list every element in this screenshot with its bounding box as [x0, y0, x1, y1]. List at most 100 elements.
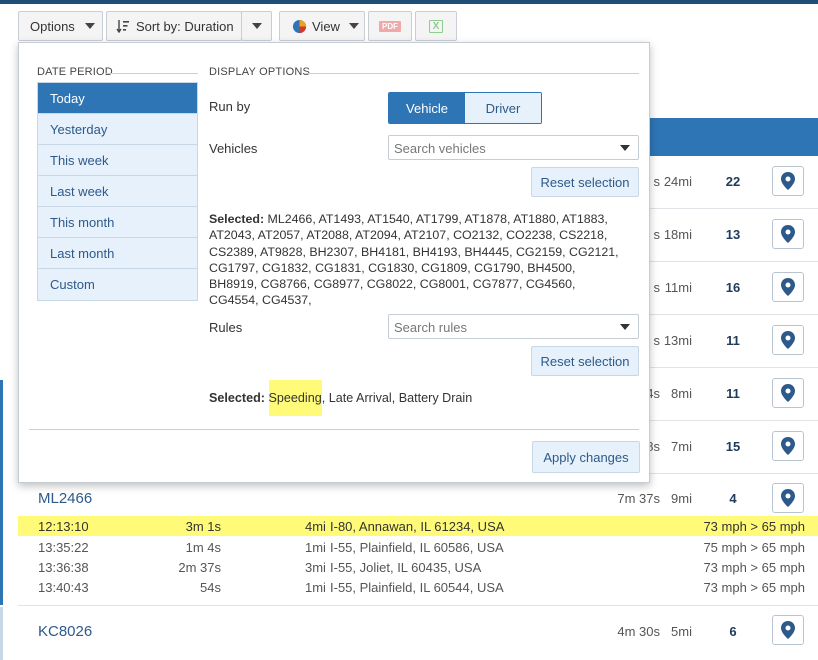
event-duration: 2m 37s — [178, 560, 221, 575]
map-pin-icon — [781, 331, 795, 349]
event-distance: 1mi — [305, 540, 326, 555]
sort-dropdown-button[interactable] — [241, 11, 272, 41]
run-by-driver[interactable]: Driver — [465, 93, 541, 123]
options-panel: DATE PERIOD Today Yesterday This week La… — [18, 42, 650, 483]
event-row[interactable]: 13:36:38 2m 37s 3mi I-55, Joliet, IL 604… — [18, 557, 818, 577]
period-custom[interactable]: Custom — [38, 269, 197, 300]
row-distance: 11mi — [664, 280, 692, 295]
row-distance: 9mi — [671, 491, 692, 506]
chevron-down-icon — [84, 23, 95, 29]
vehicle-name[interactable]: KC8026 — [38, 623, 93, 640]
row-count: 13 — [725, 227, 741, 242]
vehicle-name[interactable]: ML2466 — [38, 490, 93, 507]
event-duration: 3m 1s — [185, 519, 221, 534]
excel-export-button[interactable]: X — [415, 11, 457, 41]
row-duration: s — [653, 333, 661, 348]
map-pin-icon — [781, 278, 795, 296]
event-row-highlighted[interactable]: 12:13:10 3m 1s 4mi I-80, Annawan, IL 612… — [18, 516, 818, 536]
run-by-toggle: Vehicle Driver — [388, 92, 542, 124]
row-distance: 18mi — [663, 227, 692, 242]
period-this-week[interactable]: This week — [38, 145, 197, 176]
selected-rule-speeding: Speeding — [268, 380, 322, 416]
period-yesterday[interactable]: Yesterday — [38, 114, 197, 145]
row-duration: s — [653, 227, 661, 242]
apply-changes-button[interactable]: Apply changes — [532, 441, 640, 473]
period-last-month[interactable]: Last month — [38, 238, 197, 269]
pie-chart-icon — [292, 19, 307, 33]
vehicles-search-select[interactable]: Search vehicles — [388, 135, 639, 160]
event-location: I-55, Joliet, IL 60435, USA — [330, 560, 482, 575]
map-pin-button[interactable] — [772, 615, 804, 645]
sort-label: Sort by: Duration — [136, 18, 234, 34]
map-pin-icon — [781, 225, 795, 243]
selected-label: Selected: — [209, 212, 265, 226]
reset-rules-button[interactable]: Reset selection — [531, 346, 639, 376]
sort-icon — [116, 20, 129, 33]
map-pin-icon — [781, 621, 795, 639]
map-pin-icon — [781, 384, 795, 402]
divider — [305, 73, 639, 74]
row-duration: s — [653, 174, 661, 189]
chevron-down-icon — [348, 23, 359, 29]
display-options-title: DISPLAY OPTIONS — [209, 66, 311, 78]
event-duration: 54s — [200, 580, 221, 595]
pdf-icon: PDF — [379, 20, 401, 32]
row-duration: 4m 30s — [617, 624, 660, 639]
divider — [105, 73, 198, 74]
event-row[interactable]: 13:40:43 54s 1mi I-55, Plainfield, IL 60… — [18, 577, 818, 597]
chevron-down-icon — [620, 145, 630, 151]
date-period-list: Today Yesterday This week Last week This… — [37, 82, 198, 301]
run-by-vehicle[interactable]: Vehicle — [389, 93, 465, 123]
period-today[interactable]: Today — [38, 83, 197, 114]
reset-vehicles-button[interactable]: Reset selection — [531, 167, 639, 197]
chevron-down-icon — [620, 324, 630, 330]
row-count: 15 — [725, 439, 741, 454]
selected-vehicles: Selected: ML2466, AT1493, AT1540, AT1799… — [209, 211, 621, 309]
period-this-month[interactable]: This month — [38, 207, 197, 238]
event-row[interactable]: 13:35:22 1m 4s 1mi I-55, Plainfield, IL … — [18, 537, 818, 557]
rules-search-select[interactable]: Search rules — [388, 314, 639, 339]
divider — [29, 429, 639, 430]
event-speed: 75 mph > 65 mph — [703, 540, 805, 555]
map-pin-button[interactable] — [772, 431, 804, 461]
map-pin-icon — [781, 172, 795, 190]
row-count: 11 — [726, 333, 740, 348]
event-time: 13:36:38 — [38, 560, 89, 575]
rules-label: Rules — [209, 320, 243, 335]
event-time: 12:13:10 — [38, 519, 89, 534]
table-row-kc8026[interactable]: KC8026 4m 30s 5mi 6 — [18, 606, 818, 660]
table-row-ml2466[interactable]: ML2466 7m 37s 9mi 4 — [18, 474, 818, 606]
row-count: 4 — [729, 491, 737, 506]
period-last-week[interactable]: Last week — [38, 176, 197, 207]
row-duration: s — [653, 280, 661, 295]
vehicles-placeholder: Search vehicles — [394, 141, 486, 156]
view-label: View — [312, 18, 340, 34]
row-count: 6 — [729, 624, 737, 639]
rules-placeholder: Search rules — [394, 320, 467, 335]
map-pin-button[interactable] — [772, 483, 804, 513]
row-count: 11 — [726, 386, 740, 401]
options-label: Options — [30, 18, 75, 34]
map-pin-button[interactable] — [772, 272, 804, 302]
selected-vehicles-list: ML2466, AT1493, AT1540, AT1799, AT1878, … — [209, 212, 619, 308]
event-speed: 73 mph > 65 mph — [703, 560, 805, 575]
event-distance: 3mi — [305, 560, 326, 575]
options-button[interactable]: Options — [18, 11, 103, 41]
view-button[interactable]: View — [279, 11, 365, 41]
map-pin-button[interactable] — [772, 378, 804, 408]
run-by-label: Run by — [209, 99, 251, 114]
row-count: 16 — [725, 280, 741, 295]
map-pin-button[interactable] — [772, 325, 804, 355]
map-pin-button[interactable] — [772, 219, 804, 249]
row-distance: 8mi — [671, 386, 692, 401]
event-duration: 1m 4s — [185, 540, 221, 555]
row-distance: 5mi — [671, 624, 692, 639]
vehicles-label: Vehicles — [209, 141, 258, 156]
map-pin-button[interactable] — [772, 166, 804, 196]
event-time: 13:35:22 — [38, 540, 89, 555]
sort-button[interactable]: Sort by: Duration — [106, 11, 242, 41]
event-distance: 4mi — [305, 519, 326, 534]
event-speed: 73 mph > 65 mph — [703, 580, 805, 595]
pdf-export-button[interactable]: PDF — [368, 11, 412, 41]
event-location: I-80, Annawan, IL 61234, USA — [330, 519, 505, 534]
